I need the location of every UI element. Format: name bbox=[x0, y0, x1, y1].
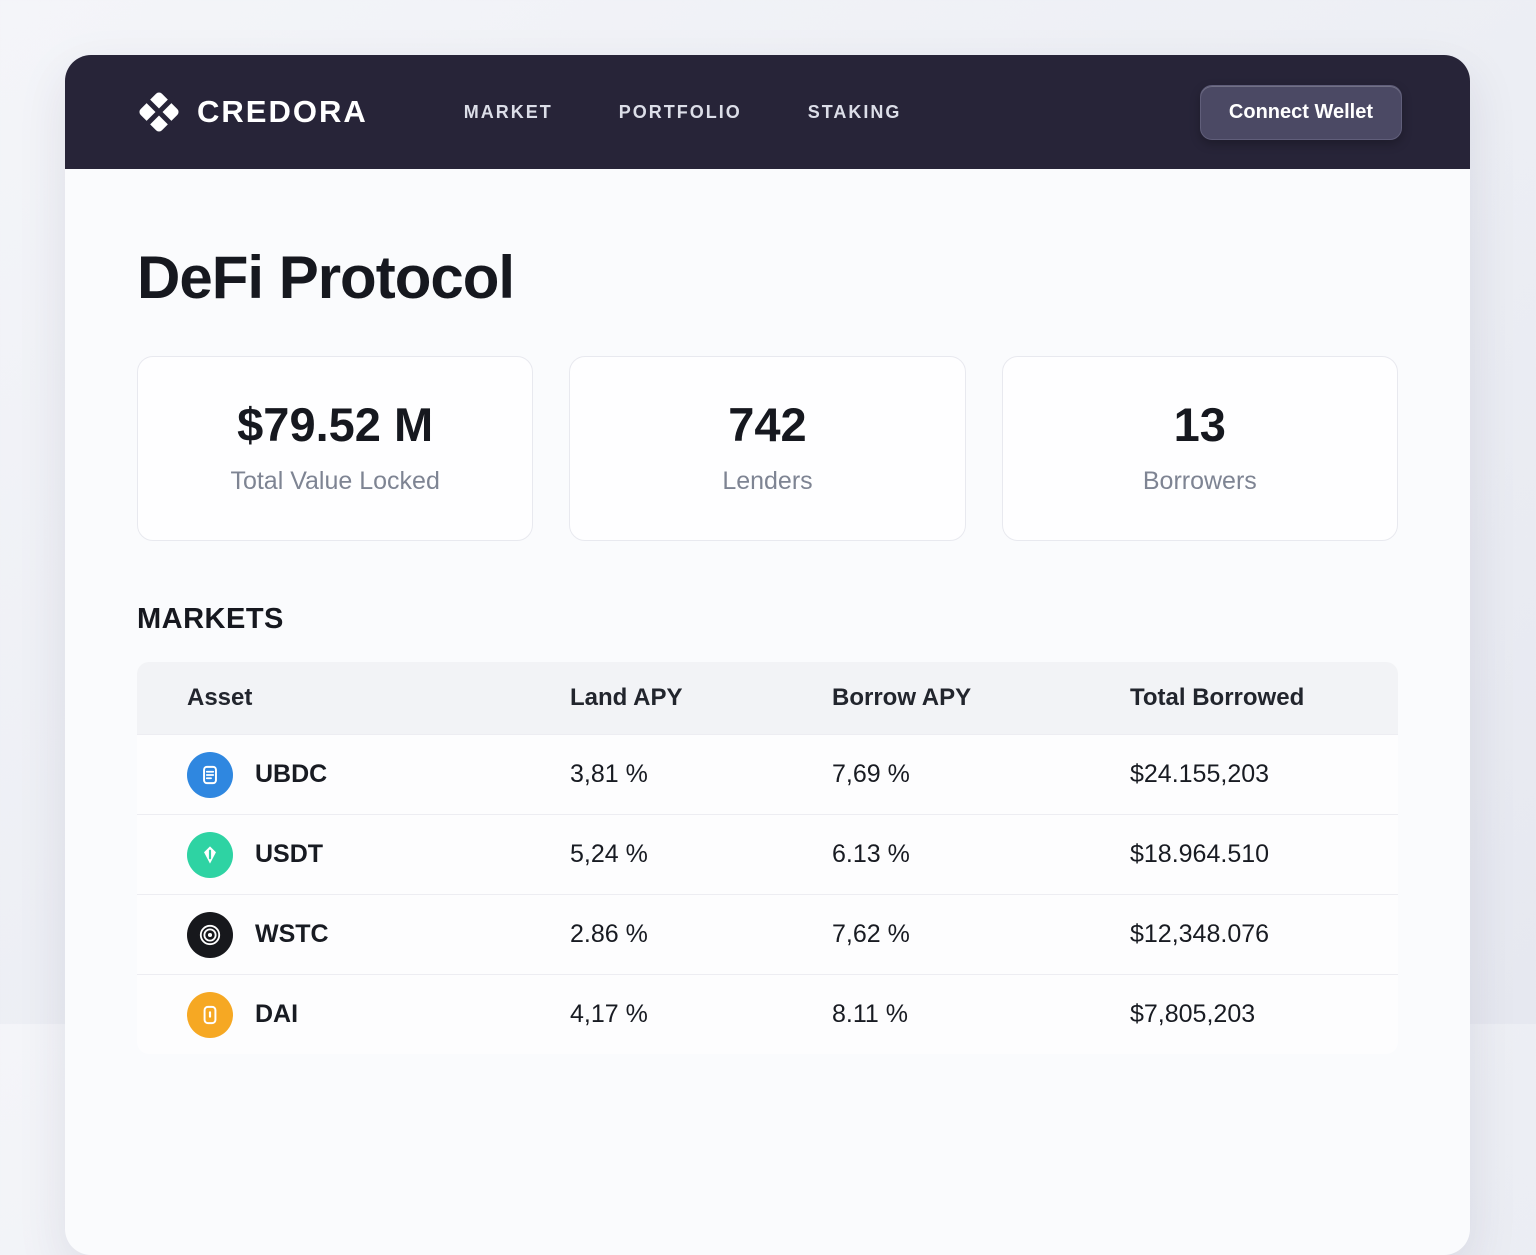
lend-apy-value: 4,17 % bbox=[570, 1000, 648, 1028]
main-content: DeFi Protocol $79.52 M Total Value Locke… bbox=[65, 243, 1470, 1054]
stats-row: $79.52 M Total Value Locked 742 Lenders … bbox=[137, 356, 1398, 541]
nav-item-staking[interactable]: STAKING bbox=[807, 101, 902, 122]
asset-name: UBDC bbox=[255, 760, 328, 788]
stat-card-lenders: 742 Lenders bbox=[569, 356, 966, 541]
column-header-asset: Asset bbox=[187, 684, 253, 711]
total-borrowed-value: $7,805,203 bbox=[1130, 1000, 1256, 1028]
total-borrowed-value: $18.964.510 bbox=[1130, 840, 1270, 868]
asset-name: WSTC bbox=[255, 920, 329, 948]
brand[interactable]: CREDORA bbox=[137, 90, 368, 134]
stat-value-lenders: 742 bbox=[728, 398, 807, 451]
stat-label-borrowers: Borrowers bbox=[1142, 467, 1257, 495]
stat-value-borrowers: 13 bbox=[1173, 398, 1226, 451]
nav-item-portfolio[interactable]: PORTFOLIO bbox=[618, 101, 742, 122]
connect-wallet-button[interactable]: Connect Wellet bbox=[1199, 84, 1402, 140]
table-row-dai[interactable]: DAI 4,17 % 8.11 % $7,805,203 bbox=[137, 974, 1398, 1054]
table-header-row: Asset Land APY Borrow APY Total Borrowed bbox=[137, 662, 1398, 734]
wstc-coin-icon bbox=[187, 911, 233, 958]
main-nav: MARKET PORTFOLIO STAKING bbox=[464, 102, 902, 123]
total-borrowed-value: $24.155,203 bbox=[1130, 760, 1270, 788]
total-borrowed-value: $12,348.076 bbox=[1130, 920, 1270, 948]
stat-label-lenders: Lenders bbox=[722, 467, 813, 495]
lend-apy-value: 5,24 % bbox=[570, 840, 648, 868]
table-row-ubdc[interactable]: UBDC 3,81 % 7,69 % $24.155,203 bbox=[137, 734, 1398, 814]
table-row-usdt[interactable]: USDT 5,24 % 6.13 % $18.964.510 bbox=[137, 814, 1398, 894]
dai-coin-icon bbox=[187, 991, 233, 1038]
stat-value-tvl: $79.52 M bbox=[237, 398, 434, 451]
markets-table: Asset Land APY Borrow APY Total Borrowed… bbox=[137, 662, 1398, 1054]
brand-name: CREDORA bbox=[197, 94, 368, 129]
column-header-total-borrowed: Total Borrowed bbox=[1130, 684, 1305, 711]
top-navigation-bar: CREDORA MARKET PORTFOLIO STAKING Connect… bbox=[65, 55, 1470, 169]
lend-apy-value: 2.86 % bbox=[570, 920, 648, 948]
asset-name: DAI bbox=[255, 1000, 299, 1028]
usdt-coin-icon bbox=[187, 831, 233, 878]
column-header-lend-apy: Land APY bbox=[570, 684, 683, 711]
ubdc-coin-icon bbox=[187, 751, 233, 798]
borrow-apy-value: 8.11 % bbox=[832, 1000, 908, 1028]
column-header-borrow-apy: Borrow APY bbox=[832, 684, 972, 711]
table-row-wstc[interactable]: WSTC 2.86 % 7,62 % $12,348.076 bbox=[137, 894, 1398, 974]
app-window: CREDORA MARKET PORTFOLIO STAKING Connect… bbox=[65, 55, 1470, 1255]
borrow-apy-value: 7,62 % bbox=[832, 920, 910, 948]
asset-name: USDT bbox=[255, 840, 324, 868]
stat-card-tvl: $79.52 M Total Value Locked bbox=[137, 356, 534, 541]
stat-card-borrowers: 13 Borrowers bbox=[1001, 356, 1398, 541]
borrow-apy-value: 6.13 % bbox=[832, 840, 910, 868]
stat-label-tvl: Total Value Locked bbox=[230, 467, 440, 495]
markets-heading: MARKETS bbox=[137, 603, 284, 635]
nav-item-market[interactable]: MARKET bbox=[463, 101, 553, 122]
borrow-apy-value: 7,69 % bbox=[832, 760, 910, 788]
page-title: DeFi Protocol bbox=[137, 244, 515, 311]
lend-apy-value: 3,81 % bbox=[570, 760, 648, 788]
credora-logo-icon bbox=[137, 90, 181, 134]
